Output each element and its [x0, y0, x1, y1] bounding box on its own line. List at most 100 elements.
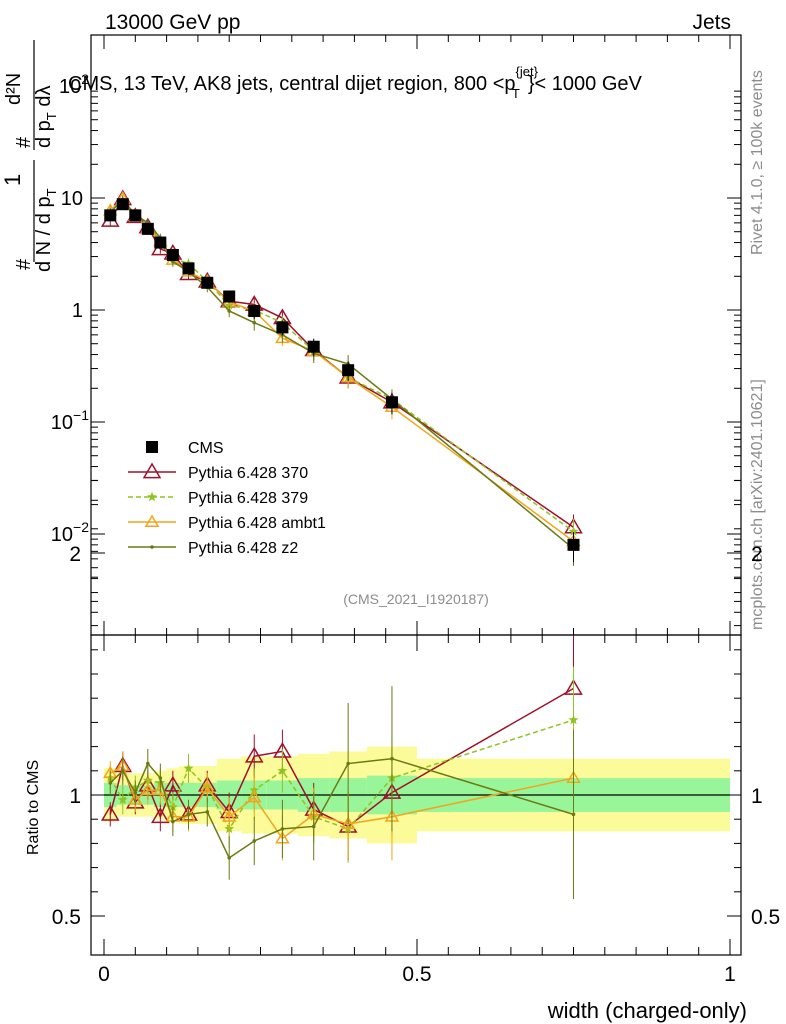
svg-text:#: #	[13, 258, 35, 270]
x-axis-label: width (charged-only)	[547, 998, 747, 1023]
dot-marker	[120, 769, 125, 773]
x-tick-label: 0.5	[402, 963, 431, 986]
series-pythia-6-428-370	[100, 189, 583, 545]
dot-marker	[227, 309, 231, 313]
dot-marker	[171, 819, 175, 824]
cms-marker	[141, 222, 154, 235]
y-tick-label: 10	[61, 188, 83, 210]
analysis-id: (CMS_2021_I1920187)	[343, 591, 489, 607]
triangle-marker	[142, 462, 162, 479]
dot-marker	[205, 810, 210, 814]
series-line	[109, 197, 574, 528]
ratio-y-tick-label-right: 1	[751, 785, 763, 808]
ratio-y-tick-label: 2	[69, 543, 81, 566]
cms-marker	[116, 198, 129, 211]
cms-marker	[342, 364, 355, 377]
ratio-panel: 0.5 0.5 1 1 2 2 0 0.5 1	[52, 479, 780, 986]
rivet-label: Rivet 4.1.0, ≥ 100k events	[749, 70, 766, 255]
ratio-y-tick-label-right: 2	[751, 543, 763, 566]
cms-marker	[154, 236, 167, 249]
triangle-marker	[144, 514, 160, 527]
triangle-marker	[100, 804, 120, 821]
cms-marker	[276, 321, 289, 334]
legend-label: Pythia 6.428 z2	[188, 540, 298, 557]
dot-marker	[280, 827, 285, 831]
legend-item: CMS	[146, 440, 224, 457]
dot-marker	[311, 824, 316, 829]
dot-marker	[186, 812, 191, 817]
cms-marker	[129, 209, 142, 222]
ratio-y-tick-label-right: 0.5	[751, 906, 780, 929]
triangle-marker	[221, 809, 237, 822]
y-label-den1: d N / d pT	[33, 188, 59, 272]
dot-marker	[252, 839, 257, 843]
triangle-marker	[151, 807, 170, 824]
legend-label: Pythia 6.428 370	[188, 465, 308, 482]
dot-marker	[133, 790, 138, 795]
legend-label: Pythia 6.428 379	[188, 490, 308, 507]
plot-title: CMS, 13 TeV, AK8 jets, central dijet reg…	[68, 64, 643, 101]
star-marker	[147, 491, 157, 502]
series-cms	[104, 198, 580, 563]
triangle-marker	[244, 746, 264, 763]
cms-marker	[248, 304, 261, 317]
triangle-marker	[163, 775, 183, 792]
legend-label: CMS	[188, 440, 224, 457]
dot-marker	[146, 761, 150, 766]
x-tick-label: 1	[724, 963, 736, 986]
cms-marker	[182, 262, 195, 275]
star-marker	[568, 714, 579, 725]
dot-marker	[346, 761, 350, 766]
y-axis-label: # 1 d N / d pT # d²N d pT dλ	[0, 40, 59, 272]
y-tick-label: 10−2	[51, 519, 89, 546]
series-line	[109, 204, 574, 533]
energy-label: 13000 GeV pp	[105, 11, 240, 34]
legend-label: Pythia 6.428 ambt1	[188, 515, 326, 532]
y-tick-label: 1	[72, 300, 83, 322]
legend-item: Pythia 6.428 z2	[128, 540, 298, 557]
dot-marker	[158, 776, 163, 780]
triangle-marker	[340, 816, 356, 829]
cms-marker	[567, 538, 580, 551]
legend-item: Pythia 6.428 ambt1	[128, 514, 326, 532]
svg-text:1: 1	[0, 174, 25, 186]
cms-marker	[385, 396, 398, 409]
ratio-plot-area	[100, 635, 583, 900]
ratio-series-line	[109, 719, 574, 831]
svg-text:d²N: d²N	[3, 73, 25, 105]
triangle-marker	[199, 780, 215, 793]
legend-item: Pythia 6.428 379	[128, 490, 308, 507]
ratio-y-tick-label: 0.5	[52, 906, 81, 929]
dot-marker	[227, 856, 231, 860]
cms-marker	[166, 248, 179, 261]
triangle-marker	[246, 789, 262, 803]
star-marker	[117, 794, 128, 804]
star-marker	[277, 765, 288, 775]
main-panel: 10−2 10−1 1 10 102	[51, 34, 742, 636]
cms-marker	[223, 290, 236, 303]
dot-marker	[252, 320, 257, 325]
legend: CMS Pythia 6.428 370 Pythia 6.428 379 Pythi…	[128, 440, 326, 557]
category-label: Jets	[692, 11, 731, 34]
cms-marker	[307, 340, 320, 353]
triangle-marker	[340, 369, 356, 383]
series-pythia-6-428-ambt1	[102, 191, 581, 559]
x-tick-label: 0	[98, 963, 110, 986]
mcplots-label: mcplots.cern.ch [arXiv:2401.10621]	[749, 379, 766, 630]
y-tick-label: 102	[59, 71, 89, 98]
cms-marker	[201, 276, 214, 289]
star-marker	[183, 763, 194, 773]
series-line	[109, 197, 574, 542]
y-label-den2: d pT dλ	[33, 86, 59, 148]
ratio-series-pythia-6-428-z2	[108, 686, 576, 900]
dot-marker	[108, 781, 113, 785]
triangle-marker	[140, 782, 156, 796]
dot-marker	[390, 756, 394, 761]
legend-item: Pythia 6.428 370	[128, 462, 308, 482]
svg-text:#: #	[13, 136, 35, 148]
cms-marker	[146, 441, 158, 453]
series-line	[109, 198, 574, 550]
cms-marker	[104, 209, 117, 222]
dot-marker	[571, 812, 576, 817]
